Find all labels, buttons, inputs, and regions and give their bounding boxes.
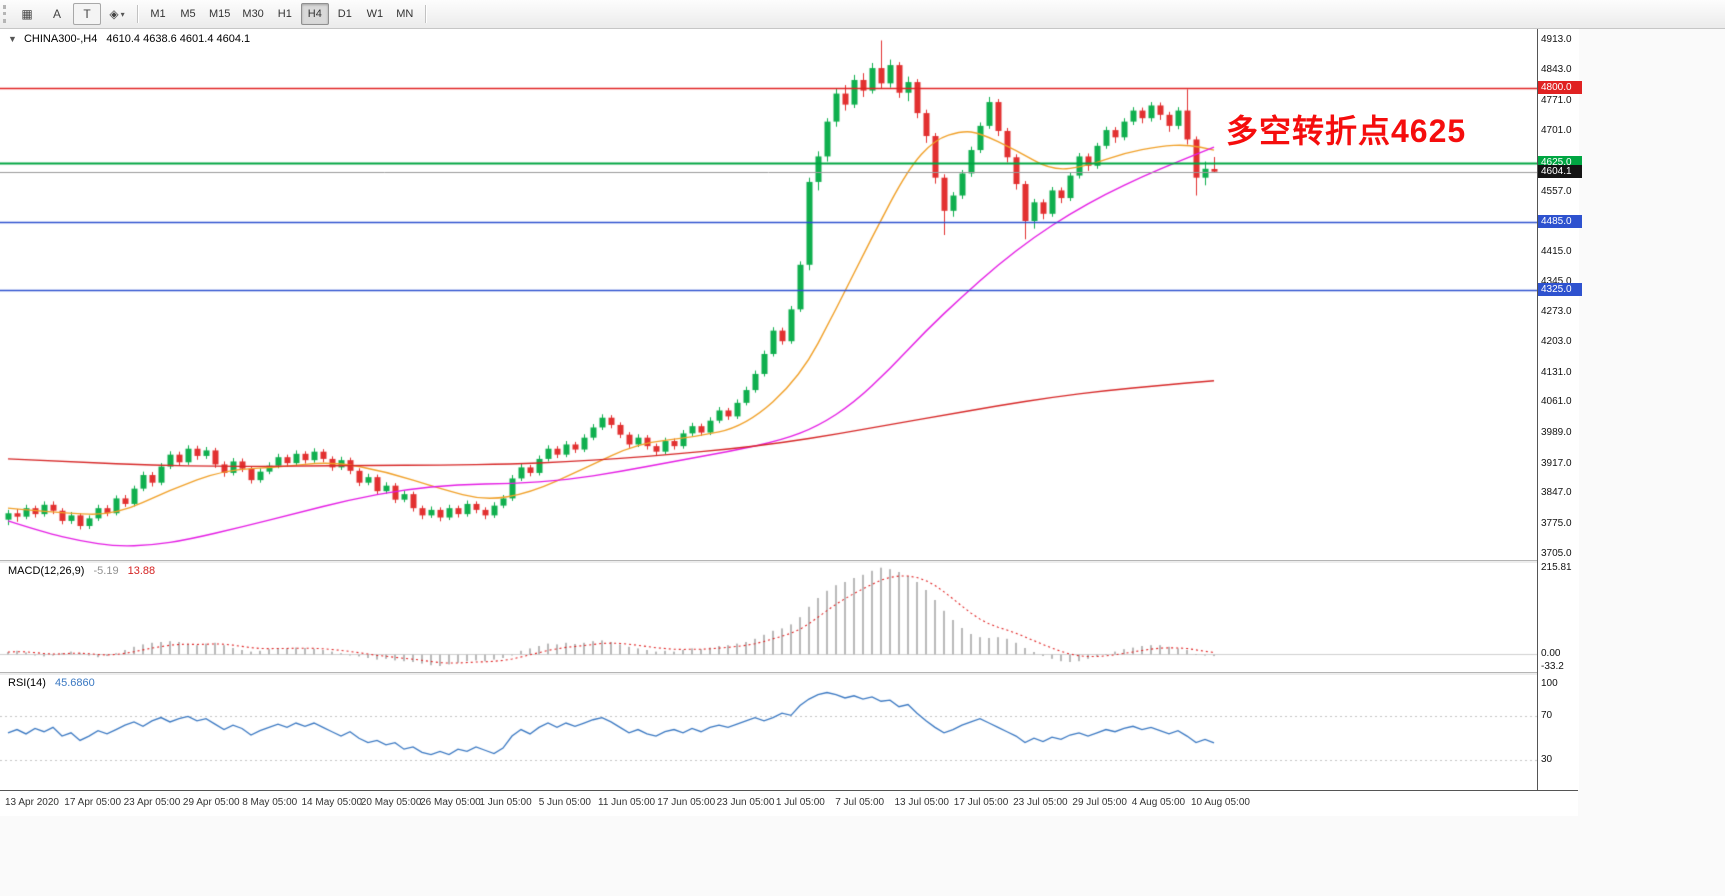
axis-tick-label: 4557.0	[1541, 185, 1572, 197]
price-chart-canvas[interactable]	[0, 29, 1537, 560]
time-axis-label: 1 Jul 05:00	[775, 797, 825, 808]
macd-value: -5.19	[93, 565, 119, 577]
toolbar-separator	[137, 5, 138, 23]
axis-tick-label: 100	[1541, 677, 1558, 689]
timeframe-button-h1[interactable]: H1	[277, 8, 292, 20]
timeframe-button-m30[interactable]: M30	[242, 8, 264, 20]
time-axis-label: 1 Jun 05:00	[479, 797, 532, 808]
axis-tick-label: -33.2	[1541, 661, 1564, 673]
timeframe-button-mn[interactable]: MN	[396, 8, 414, 20]
time-axis-label: 17 Jun 05:00	[657, 797, 716, 808]
axis-tick-label: 0.00	[1541, 648, 1561, 659]
axis-tick-label: 4415.0	[1541, 246, 1572, 258]
axis-tick-label: 4345.0	[1541, 275, 1572, 287]
timeframe-button-m15[interactable]: M15	[209, 8, 231, 20]
axis-tick-label: 215.81	[1541, 561, 1572, 573]
macd-header: MACD(12,26,9) -5.19 13.88	[8, 565, 155, 577]
cursor-tool-button[interactable]: A	[43, 3, 71, 25]
price-marker-label: 4485.0	[1538, 215, 1582, 229]
axis-tick-label: 4131.0	[1541, 366, 1572, 378]
timeframe-button-m1[interactable]: M1	[150, 8, 166, 20]
axis-tick-label: 70	[1541, 710, 1553, 722]
time-axis-label: 23 Apr 05:00	[123, 797, 181, 808]
toolbar-grip[interactable]	[3, 5, 6, 23]
timeframe-button-h4[interactable]: H4	[300, 3, 329, 25]
time-axis-label: 29 Jul 05:00	[1072, 797, 1127, 808]
axis-tick-label: 3917.0	[1541, 457, 1572, 469]
price-marker-label: 4800.0	[1538, 81, 1582, 95]
axis-tick-label: 4203.0	[1541, 336, 1572, 348]
time-axis-label: 14 May 05:00	[301, 797, 363, 808]
new-chart-tool-button[interactable]: ▦	[13, 3, 41, 25]
time-axis[interactable]: 13 Apr 2020 17 Apr 05:00 23 Apr 05:00 29 Ap…	[0, 790, 1578, 816]
price-marker-label: 4325.0	[1538, 283, 1582, 297]
chart-window: ▼ CHINA300-,H4 4610.4 4638.6 4601.4 4604…	[0, 29, 1582, 816]
chart-annotation-text[interactable]: 多空转折点4625	[1226, 113, 1467, 149]
timeframe-button-m5[interactable]: M5	[180, 8, 196, 20]
axis-tick-label: 3775.0	[1541, 517, 1572, 529]
panel-divider[interactable]	[0, 560, 1578, 563]
axis-tick-label: 4701.0	[1541, 124, 1572, 136]
time-axis-label: 10 Aug 05:00	[1191, 797, 1250, 808]
axis-tick-label: 4843.0	[1541, 64, 1572, 76]
toolbar-separator	[424, 5, 426, 23]
time-axis-label: 23 Jul 05:00	[1013, 797, 1068, 808]
dropdown-caret-icon[interactable]: ▾	[120, 9, 125, 19]
macd-canvas[interactable]	[0, 562, 1537, 672]
tools-group: ▦ A T ◈ ▾	[12, 3, 132, 25]
axis-tick-label: 4771.0	[1541, 94, 1572, 106]
text-icon: T	[83, 7, 91, 21]
top-toolbar: ▦ A T ◈ ▾ M1 M5 M15 M30 H1 H4 D1 W1 MN	[0, 0, 1725, 29]
time-axis-label: 13 Apr 2020	[5, 797, 59, 808]
timeframe-button-w1[interactable]: W1	[366, 8, 384, 20]
macd-signal-value: 13.88	[127, 565, 156, 577]
rsi-header: RSI(14) 45.6860	[8, 677, 95, 689]
axis-tick-label: 3847.0	[1541, 487, 1572, 499]
collapse-arrow-icon[interactable]: ▼	[8, 34, 17, 44]
axis-tick-label: 4913.0	[1541, 34, 1572, 46]
time-axis-label: 29 Apr 05:00	[182, 797, 240, 808]
axis-tick-label: 3989.0	[1541, 426, 1572, 438]
price-axis[interactable]: 4913.0 4843.0 4771.0 4701.0 4557.0 4415.0 4345…	[1537, 29, 1582, 790]
ohlc-values: 4610.4 4638.6 4601.4 4604.1	[106, 33, 251, 45]
time-axis-label: 5 Jun 05:00	[538, 797, 591, 808]
text-tool-button[interactable]: T	[73, 3, 101, 25]
rsi-value: 45.6860	[54, 677, 95, 689]
panel-divider[interactable]	[0, 672, 1578, 675]
rsi-canvas[interactable]	[0, 674, 1537, 790]
price-marker-label: 4604.1	[1538, 164, 1582, 178]
time-axis-label: 23 Jun 05:00	[716, 797, 775, 808]
axis-tick-label: 4061.0	[1541, 396, 1572, 408]
time-axis-label: 13 Jul 05:00	[894, 797, 950, 808]
time-axis-label: 8 May 05:00	[242, 797, 298, 808]
rsi-label: RSI(14)	[8, 677, 46, 689]
cursor-icon: A	[52, 7, 61, 21]
chart-header: ▼ CHINA300-,H4 4610.4 4638.6 4601.4 4604…	[8, 33, 250, 45]
time-axis-label: 7 Jul 05:00	[835, 797, 885, 808]
time-axis-label: 17 Apr 05:00	[64, 797, 122, 808]
timeframe-button-d1[interactable]: D1	[337, 8, 352, 20]
macd-label: MACD(12,26,9)	[8, 565, 85, 577]
axis-tick-label: 30	[1541, 754, 1553, 766]
time-axis-label: 20 May 05:00	[360, 797, 422, 808]
time-axis-label: 26 May 05:00	[420, 797, 481, 808]
timeframes-group: M1 M5 M15 M30 H1 H4 D1 W1 MN	[143, 3, 420, 25]
time-axis-label: 17 Jul 05:00	[953, 797, 1009, 808]
time-axis-label: 4 Aug 05:00	[1131, 797, 1186, 808]
objects-tool-button[interactable]: ◈ ▾	[103, 3, 131, 25]
time-axis-label: 11 Jun 05:00	[598, 797, 656, 808]
axis-tick-label: 4273.0	[1541, 306, 1572, 318]
axis-tick-label: 3705.0	[1541, 547, 1572, 559]
new-chart-icon: ▦	[21, 7, 33, 21]
objects-icon: ◈	[109, 7, 119, 21]
symbol-timeframe-label: CHINA300-,H4	[23, 33, 98, 45]
